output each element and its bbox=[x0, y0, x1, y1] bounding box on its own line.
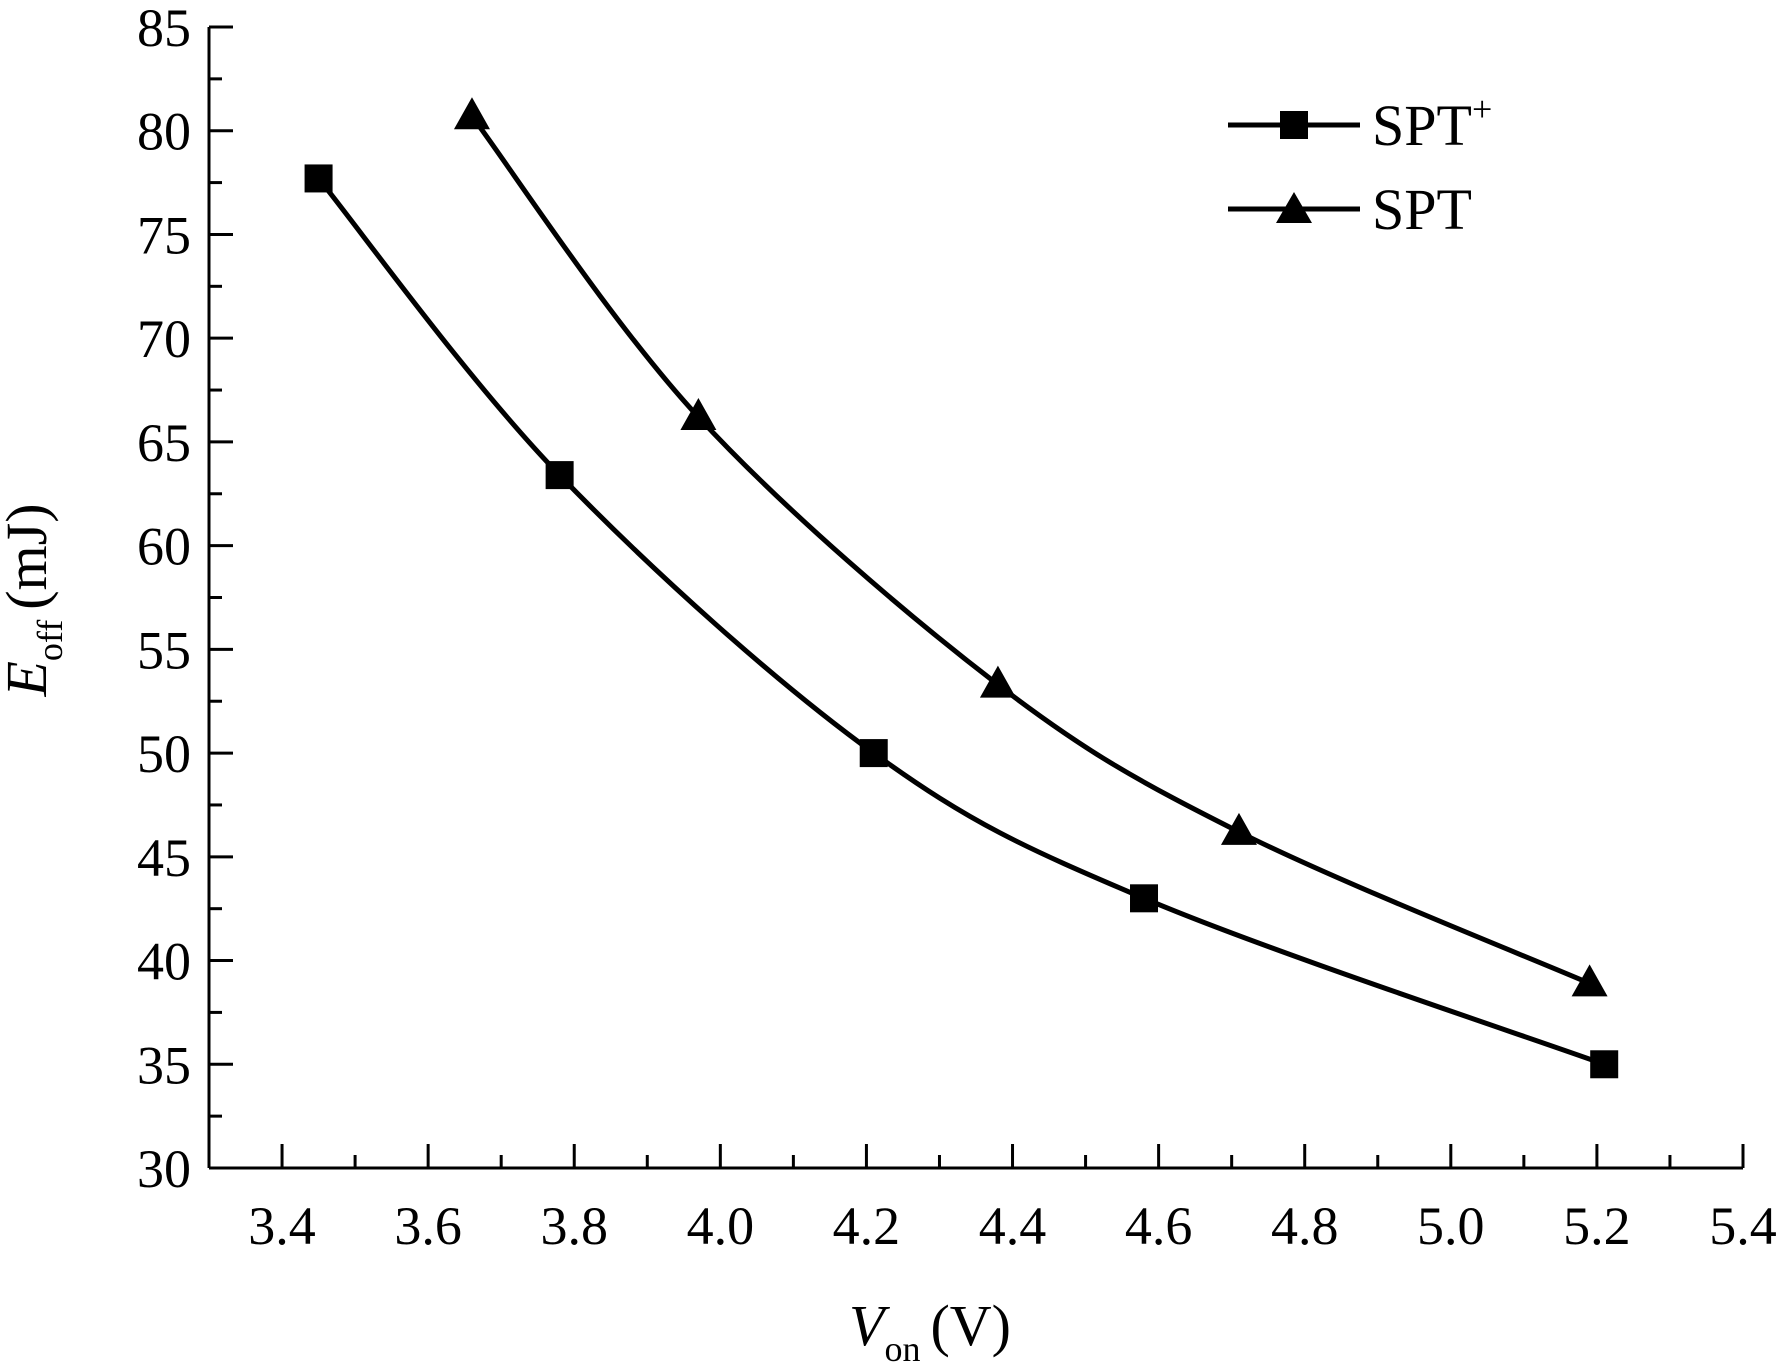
x-tick-label: 4.6 bbox=[1125, 1196, 1193, 1256]
y-axis-title-main: E bbox=[0, 661, 59, 697]
x-tick-label: 3.8 bbox=[540, 1196, 608, 1256]
data-point-triangle bbox=[1571, 964, 1608, 997]
x-tick-label: 4.0 bbox=[687, 1196, 755, 1256]
data-point-triangle bbox=[680, 398, 717, 431]
series-spt-plus bbox=[304, 164, 1619, 1079]
data-point-triangle bbox=[453, 97, 490, 130]
x-tick-label: 5.0 bbox=[1417, 1196, 1485, 1256]
legend-label-spt-plus: SPT+ bbox=[1372, 89, 1492, 158]
data-point-triangle bbox=[1220, 812, 1257, 845]
series-line bbox=[469, 114, 1591, 986]
y-tick-label: 55 bbox=[137, 620, 191, 680]
y-axis-title-unit: (mJ) bbox=[0, 503, 59, 609]
y-axis: 30 35 40 45 50 55 60 65 70 75 80 85 bbox=[137, 0, 233, 1199]
data-point-square bbox=[304, 164, 333, 193]
y-tick-label: 30 bbox=[137, 1139, 191, 1199]
legend-marker-square bbox=[1280, 111, 1308, 139]
x-axis-title: Von (V) bbox=[849, 1293, 1011, 1367]
legend-label-spt-plus-sup: + bbox=[1472, 89, 1492, 129]
legend-item-spt: SPT bbox=[1228, 177, 1472, 242]
y-tick-label: 50 bbox=[137, 724, 191, 784]
x-tick-label: 4.2 bbox=[833, 1196, 901, 1256]
data-point-square bbox=[859, 739, 888, 768]
legend-item-spt-plus: SPT+ bbox=[1228, 89, 1492, 158]
x-tick-label: 3.6 bbox=[394, 1196, 462, 1256]
x-axis-title-unit: (V) bbox=[930, 1293, 1011, 1358]
legend-label-spt: SPT bbox=[1372, 177, 1472, 242]
y-axis-title: Eoff (mJ) bbox=[0, 503, 70, 697]
x-axis-title-sub: on bbox=[884, 1329, 920, 1367]
x-tick-label: 3.4 bbox=[248, 1196, 316, 1256]
y-tick-label: 45 bbox=[137, 828, 191, 888]
y-axis-title-sub: off bbox=[30, 620, 70, 661]
y-tick-label: 60 bbox=[137, 517, 191, 577]
legend-marker-triangle bbox=[1276, 192, 1312, 223]
x-axis: 3.4 3.6 3.8 4.0 4.2 4.4 4.6 4.8 5.0 5.2 5.4 bbox=[207, 1144, 1777, 1256]
x-tick-label: 5.2 bbox=[1563, 1196, 1631, 1256]
data-point-square bbox=[1590, 1050, 1619, 1079]
y-tick-label: 75 bbox=[137, 205, 191, 265]
series-line bbox=[316, 176, 1606, 1067]
x-tick-label: 4.4 bbox=[979, 1196, 1047, 1256]
data-point-square bbox=[545, 461, 574, 490]
y-tick-label: 85 bbox=[137, 0, 191, 58]
legend-label-spt-plus-main: SPT bbox=[1372, 93, 1472, 158]
data-point-square bbox=[1130, 884, 1159, 913]
y-tick-label: 80 bbox=[137, 102, 191, 162]
series-spt bbox=[453, 97, 1608, 997]
series-layer bbox=[304, 97, 1619, 1079]
y-tick-label: 35 bbox=[137, 1035, 191, 1095]
x-tick-label: 4.8 bbox=[1271, 1196, 1339, 1256]
plot-frame bbox=[207, 27, 1743, 1170]
y-tick-label: 65 bbox=[137, 413, 191, 473]
x-axis-title-main: V bbox=[849, 1293, 891, 1358]
y-tick-label: 70 bbox=[137, 309, 191, 369]
legend: SPT+ SPT bbox=[1228, 89, 1492, 242]
data-point-triangle bbox=[979, 665, 1016, 698]
x-tick-label: 5.4 bbox=[1709, 1196, 1777, 1256]
y-tick-label: 40 bbox=[137, 932, 191, 992]
